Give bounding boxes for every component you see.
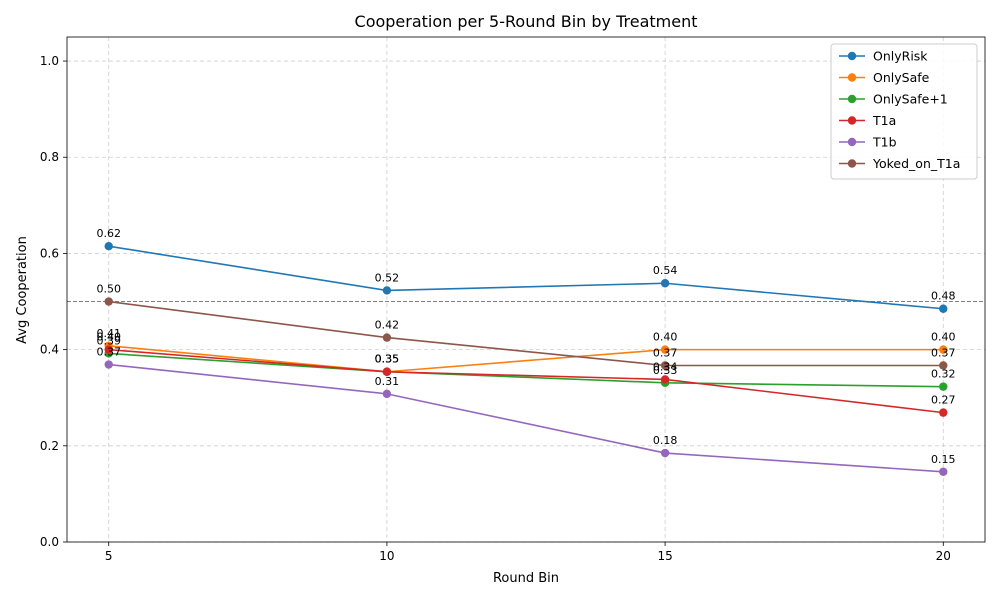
legend-label: T1a	[872, 113, 896, 128]
data-label: 0.52	[375, 271, 400, 284]
legend-marker	[847, 137, 857, 147]
data-label: 0.32	[931, 368, 956, 381]
series-line	[108, 300, 944, 367]
series-line	[108, 348, 944, 414]
y-axis-ticks: 0.0 0.2 0.4 0.6 0.8 1.0	[40, 54, 67, 549]
series-group	[104, 242, 948, 476]
data-point	[939, 304, 948, 313]
data-point	[660, 361, 670, 370]
data-point	[939, 361, 948, 370]
y-tick-label: 0.0	[40, 535, 59, 549]
data-label: 0.48	[931, 290, 956, 303]
x-tick-label: 15	[657, 549, 672, 563]
series-line	[108, 344, 944, 373]
legend-marker	[847, 159, 857, 168]
x-axis-ticks: 5 10 15 20	[105, 542, 951, 563]
data-label: 0.41	[96, 327, 121, 340]
y-axis-label: Avg Cooperation	[15, 236, 30, 344]
legend-item: Yoked_on_T1a	[839, 156, 960, 171]
legend: OnlyRisk OnlySafe OnlySafe+1 T1a T1b Yoked_on…	[830, 43, 978, 180]
y-tick-label: 0.4	[40, 343, 59, 357]
legend-item: T1b	[839, 135, 897, 150]
data-label: 0.15	[931, 453, 956, 466]
legend-label: T1b	[872, 135, 897, 150]
data-label: 0.27	[931, 394, 956, 407]
series-yoked-on-t1a	[104, 297, 948, 370]
data-point	[660, 279, 670, 288]
series-t1a	[104, 345, 948, 417]
legend-label: OnlySafe+1	[873, 92, 948, 107]
y-tick-label: 0.8	[40, 150, 59, 164]
data-point	[382, 333, 392, 342]
data-label: 0.35	[375, 353, 400, 366]
data-label: 0.37	[931, 346, 956, 359]
legend-item: T1a	[839, 113, 896, 128]
data-label: 0.62	[96, 227, 121, 240]
series-line	[108, 352, 944, 388]
data-point	[660, 375, 670, 384]
data-point	[660, 448, 670, 458]
data-label: 0.34	[653, 360, 678, 373]
legend-marker	[847, 73, 857, 82]
legend-marker	[847, 116, 857, 125]
legend-item: OnlySafe	[839, 70, 930, 85]
data-label: 0.50	[96, 283, 121, 296]
data-point	[939, 382, 948, 391]
legend-box	[830, 43, 978, 180]
x-axis-label: Round Bin	[493, 571, 559, 586]
y-tick-label: 1.0	[40, 54, 59, 68]
data-point	[382, 389, 392, 399]
data-label: 0.40	[96, 331, 121, 344]
legend-marker	[847, 94, 857, 104]
data-label: 0.42	[375, 319, 400, 332]
data-point	[382, 367, 392, 376]
data-point	[104, 297, 113, 306]
series-line	[108, 245, 944, 310]
data-label: 0.31	[375, 375, 400, 388]
data-point	[104, 242, 113, 251]
data-point	[104, 360, 113, 369]
data-label: 0.18	[653, 434, 678, 447]
x-tick-label: 10	[379, 549, 394, 563]
x-tick-label: 20	[936, 549, 951, 563]
data-label: 0.37	[96, 346, 121, 359]
data-label: 0.35	[375, 353, 400, 366]
plot-frame	[66, 36, 986, 543]
data-label: 0.54	[653, 264, 678, 277]
data-label: 0.37	[653, 346, 678, 359]
data-label: 0.35	[375, 353, 400, 366]
data-point	[939, 408, 948, 417]
x-tick-label: 5	[105, 549, 113, 563]
series-t1b	[104, 360, 948, 476]
legend-item: OnlyRisk	[839, 49, 928, 64]
series-line	[108, 363, 944, 473]
data-label: 0.40	[931, 331, 956, 344]
chart-title: Cooperation per 5-Round Bin by Treatment	[355, 12, 698, 31]
series-onlyrisk	[104, 242, 948, 313]
data-point	[939, 345, 948, 354]
data-labels-group: 0.620.520.540.480.410.350.40 0.400.390.35…	[96, 227, 955, 466]
data-label: 0.33	[653, 364, 678, 377]
y-tick-label: 0.2	[40, 439, 59, 453]
data-point	[104, 345, 113, 354]
data-label: 0.40	[653, 331, 678, 344]
legend-label: OnlySafe	[873, 70, 930, 85]
data-label: 0.39	[96, 334, 121, 347]
legend-label: Yoked_on_T1a	[872, 156, 960, 171]
legend-label: OnlyRisk	[873, 49, 928, 64]
data-point	[660, 345, 670, 354]
legend-item: OnlySafe+1	[839, 92, 948, 107]
legend-marker	[847, 51, 857, 61]
y-tick-label: 0.6	[40, 246, 59, 260]
data-point	[382, 286, 392, 295]
data-point	[939, 467, 948, 476]
